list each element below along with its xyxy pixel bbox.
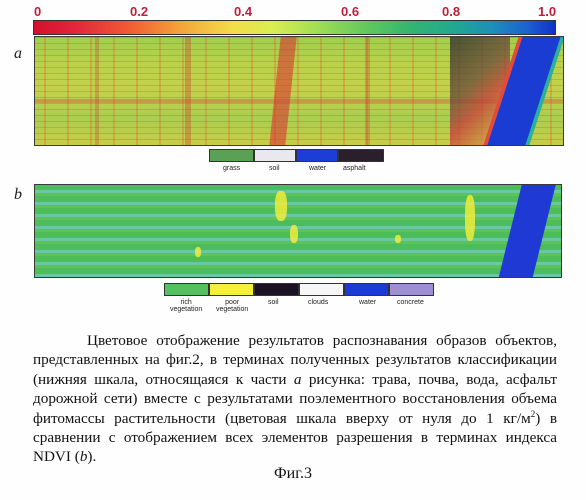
scale-tick: 0.4 [234,4,252,19]
legend-label: grass [223,165,240,172]
legend-swatch [296,149,338,162]
figure-caption: Цветовое отображение результатов распозн… [33,331,557,467]
scale-tick: 0 [34,4,41,19]
legend-label: water [359,299,376,306]
scale-tick: 0.8 [442,4,460,19]
legend-label: soil [268,299,279,306]
legend-a-swatches [209,149,384,162]
panel-a-image [34,36,564,146]
panel-a-letter: a [14,45,22,63]
river-water [496,184,557,278]
figure-label: Фиг.3 [0,465,586,483]
legend-a-labels: grass soil water asphalt [209,165,389,177]
legend-swatch [389,283,434,296]
legend-label: rich vegetation [170,299,202,313]
legend-swatch [338,149,384,162]
vegetation-streak [185,37,191,145]
legend-swatch [164,283,209,296]
legend-b-swatches [164,283,434,296]
legend-swatch [299,283,344,296]
legend-swatch [254,149,296,162]
scale-tick: 1.0 [538,4,556,19]
legend-swatch [209,149,254,162]
panel-b-image [34,184,562,278]
legend-swatch [209,283,254,296]
legend-label: concrete [397,299,424,306]
vegetation-streak [269,37,296,145]
vegetation-streak [365,37,370,145]
poor-vegetation-patch [275,191,287,221]
legend-label: soil [269,165,280,172]
panel-b-letter: b [14,186,22,204]
legend-swatch [344,283,389,296]
scale-tick-labels: 0 0.2 0.4 0.6 0.8 1.0 [30,4,556,20]
vegetation-streak [95,37,99,145]
poor-vegetation-patch [465,195,475,241]
poor-vegetation-patch [195,247,201,257]
legend-swatch [254,283,299,296]
scale-tick: 0.6 [341,4,359,19]
caption-text: ). [87,448,96,465]
color-scale-bar [33,20,556,35]
legend-b-labels: rich vegetation poor vegetation soil clo… [164,299,434,321]
legend-label: clouds [308,299,328,306]
poor-vegetation-patch [395,235,401,243]
legend-label: asphalt [343,165,366,172]
legend-label: poor vegetation [216,299,248,313]
scale-tick: 0.2 [130,4,148,19]
legend-label: water [309,165,326,172]
poor-vegetation-patch [290,225,298,243]
